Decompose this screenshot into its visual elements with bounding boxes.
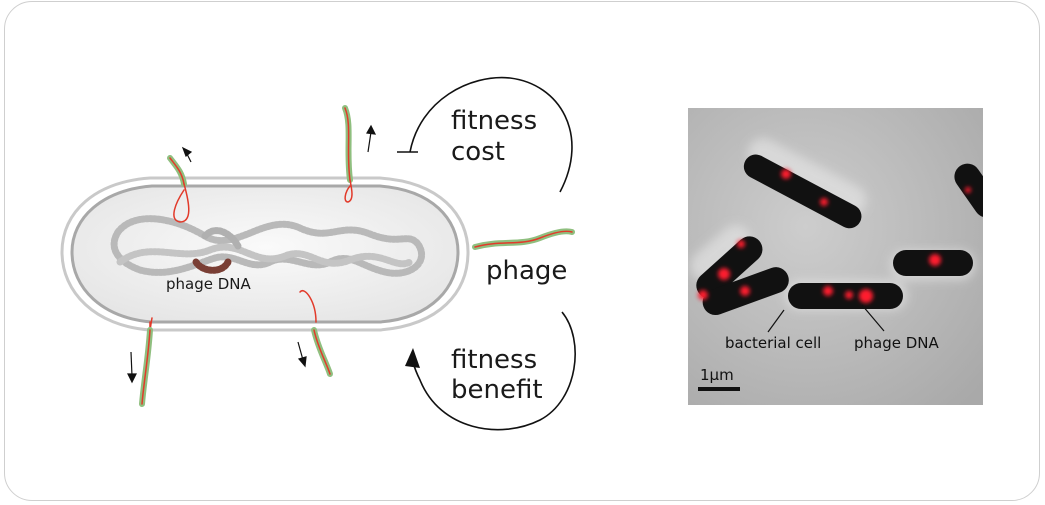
micrograph-phage-dna-label: phage DNA bbox=[854, 334, 940, 352]
micrograph-pointers bbox=[767, 304, 885, 333]
micrograph: bacterial cell phage DNA 1μm bbox=[688, 108, 983, 405]
free-phage bbox=[472, 228, 575, 250]
fitness-cost-label-line2: cost bbox=[451, 137, 505, 167]
bacterial-cell-label: bacterial cell bbox=[725, 334, 821, 352]
fitness-benefit-loop bbox=[405, 311, 576, 431]
phage-attached-bottom-left bbox=[139, 317, 153, 407]
cell-2 bbox=[954, 163, 983, 218]
cell-1 bbox=[743, 154, 862, 229]
phage-dna-label: phage DNA bbox=[166, 275, 252, 293]
fitness-benefit-label-line2: benefit bbox=[451, 375, 543, 405]
phage-dna-segment bbox=[192, 258, 232, 274]
fluorescence-spots bbox=[698, 169, 971, 303]
bacterial-cell-diagram bbox=[60, 176, 470, 332]
fitness-benefit-label-line1: fitness bbox=[451, 345, 537, 375]
phage-attached-top-left bbox=[167, 155, 190, 223]
bacterial-chromosome bbox=[110, 215, 426, 277]
scale-bar bbox=[698, 387, 740, 391]
movement-arrows bbox=[127, 124, 377, 384]
phage-attached-top-right bbox=[342, 105, 353, 203]
cell-outer-membrane bbox=[60, 176, 470, 332]
fitness-cost-label-line1: fitness bbox=[451, 106, 537, 136]
cell-5 bbox=[696, 236, 763, 299]
scale-bar-label: 1μm bbox=[700, 366, 734, 384]
phage-label: phage bbox=[486, 256, 567, 286]
fitness-cost-loop bbox=[397, 76, 573, 193]
phage-attached-bottom-right bbox=[299, 289, 333, 377]
